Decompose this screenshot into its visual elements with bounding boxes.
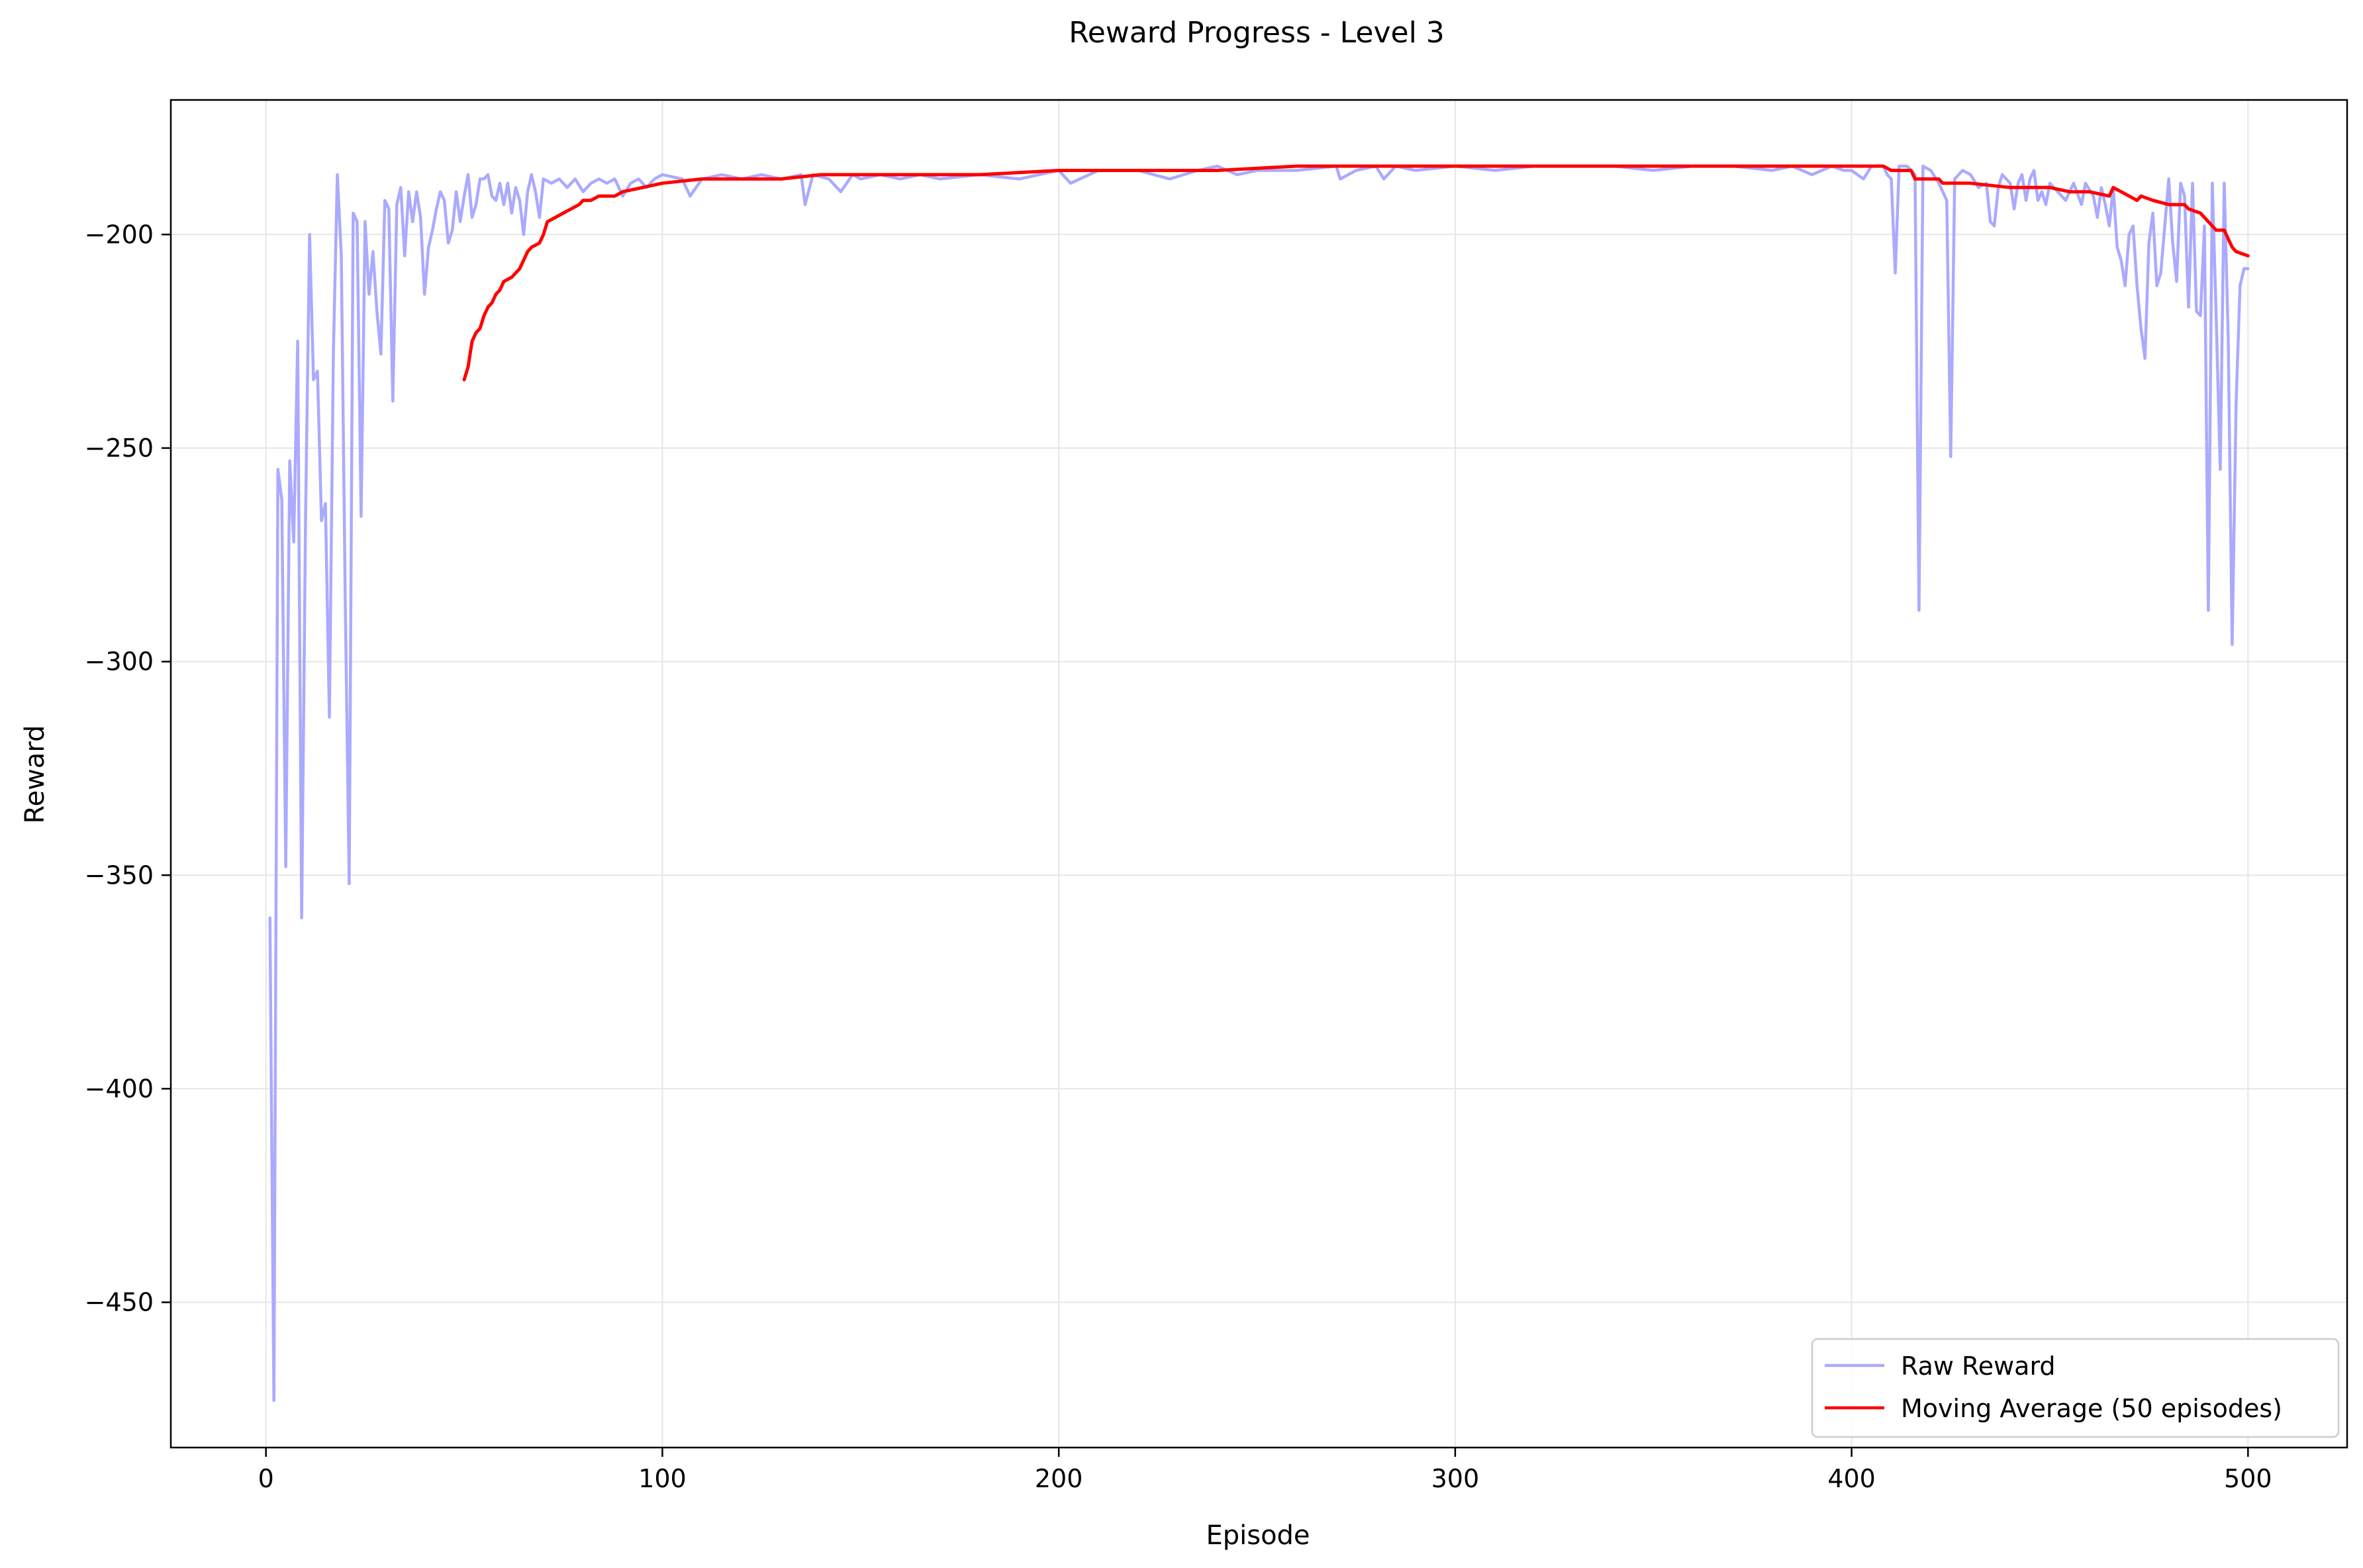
y-tick-label: −300 (85, 647, 154, 676)
x-tick-label: 0 (258, 1464, 274, 1493)
y-tick-label: −350 (85, 860, 154, 890)
grid (171, 100, 2347, 1448)
legend-label-moving-average: Moving Average (50 episodes) (1901, 1394, 2282, 1423)
y-axis-label: Reward (20, 725, 50, 824)
y-tick-label: −200 (85, 220, 154, 249)
x-tick-label: 100 (638, 1464, 687, 1493)
x-tick-label: 300 (1431, 1464, 1480, 1493)
y-tick-label: −450 (85, 1288, 154, 1317)
plot-area-frame (169, 99, 2348, 1449)
series-layer (268, 164, 2250, 1403)
y-tick-label: −400 (85, 1074, 154, 1103)
legend: Raw Reward Moving Average (50 episodes) (1811, 1338, 2340, 1438)
x-tick-label: 400 (1827, 1464, 1876, 1493)
legend-box (1811, 1338, 2340, 1438)
x-axis-label: Episode (1206, 1520, 1310, 1551)
moving-average-line (462, 164, 2250, 382)
y-tick-label: −250 (85, 434, 154, 463)
x-tick-label: 200 (1035, 1464, 1083, 1493)
x-tick-label: 500 (2224, 1464, 2272, 1493)
legend-label-raw-reward: Raw Reward (1901, 1352, 2056, 1381)
axis-ticks: 0 100 200 300 400 500 −450 −400 −350 −300 −250 −200 (85, 220, 2272, 1493)
chart-title: Reward Progress - Level 3 (1069, 16, 1445, 50)
